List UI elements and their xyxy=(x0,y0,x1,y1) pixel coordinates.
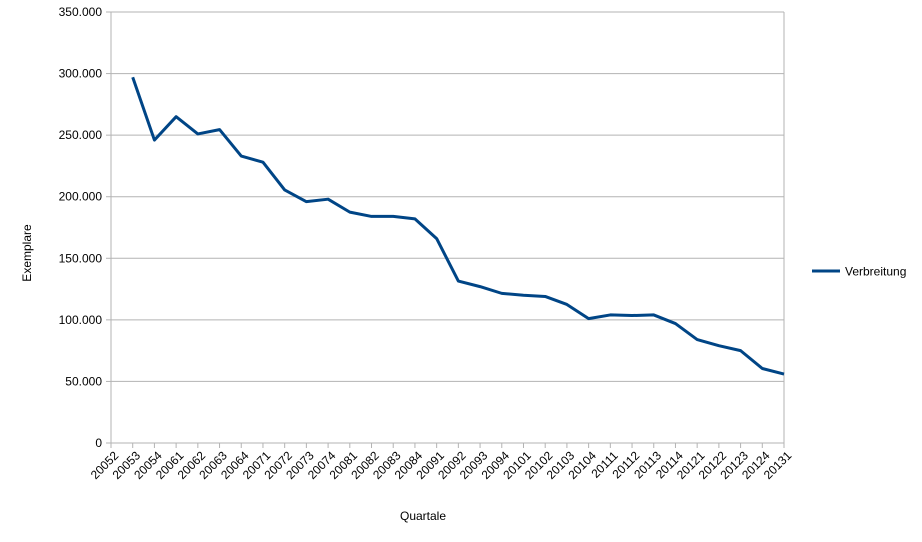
x-axis-tick-labels: 2005220053200542006120062200632006420071… xyxy=(88,443,795,482)
y-tick-label: 350.000 xyxy=(59,5,103,19)
y-tick-label: 300.000 xyxy=(59,67,103,81)
legend: Verbreitung xyxy=(812,265,906,279)
legend-label: Verbreitung xyxy=(845,265,906,279)
y-axis-tick-labels: 0 50.000 100.000 150.000 200.000 250.000 300.0… xyxy=(59,5,103,450)
grid-lines xyxy=(106,11,785,444)
y-axis-title: Exemplare xyxy=(20,224,34,282)
y-tick-label: 100.000 xyxy=(59,313,103,327)
y-tick-label: 0 xyxy=(95,436,102,450)
y-tick-label: 150.000 xyxy=(59,251,103,265)
series-layer xyxy=(131,76,785,376)
y-tick-label: 200.000 xyxy=(59,190,103,204)
y-tick-label: 250.000 xyxy=(59,128,103,142)
x-axis-title: Quartale xyxy=(400,509,446,523)
y-tick-label: 50.000 xyxy=(65,374,102,388)
series-line-verbreitung xyxy=(131,76,785,376)
